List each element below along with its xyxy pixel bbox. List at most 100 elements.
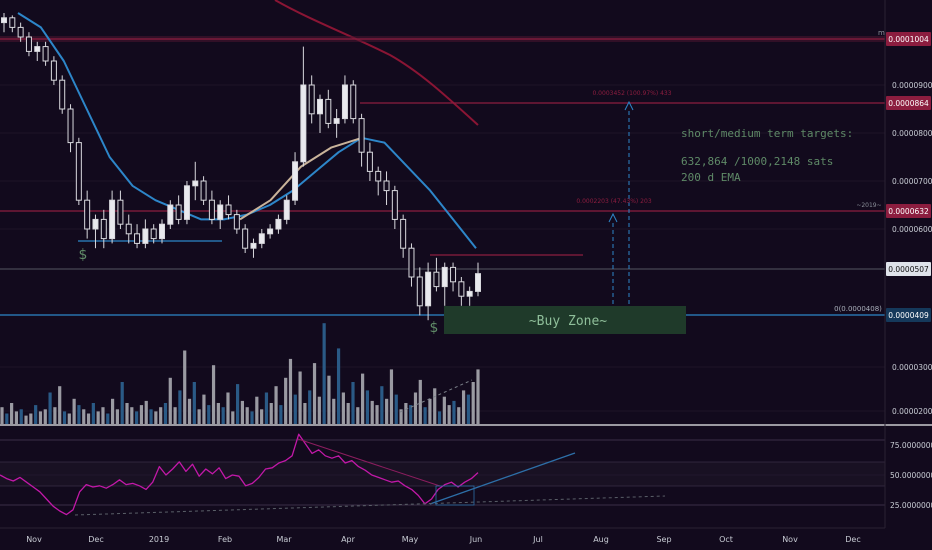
volume-bar bbox=[471, 382, 475, 424]
candle-body bbox=[1, 17, 7, 24]
volume-bar bbox=[159, 407, 163, 424]
rsi-series bbox=[0, 433, 479, 516]
volume-bar bbox=[437, 411, 442, 424]
volume-bar bbox=[53, 407, 57, 424]
volume-bar bbox=[361, 373, 365, 424]
volume-bar bbox=[332, 398, 336, 424]
rsi-trend-down bbox=[297, 438, 441, 487]
volume-bars bbox=[0, 323, 480, 424]
volume-bar bbox=[120, 382, 124, 424]
level-lines bbox=[0, 36, 885, 316]
volume-bar bbox=[466, 394, 470, 424]
volume-bar bbox=[168, 377, 172, 424]
volume-bar bbox=[125, 403, 129, 424]
candle-body bbox=[134, 233, 141, 244]
volume-bar bbox=[279, 405, 283, 424]
volume-bar bbox=[264, 392, 269, 424]
volume-bar bbox=[43, 409, 47, 424]
volume-bar bbox=[202, 394, 206, 424]
price-badges: 0.0001004 0.0000864 0.0000632 0.0000507 0.00… bbox=[886, 32, 931, 322]
volume-bar bbox=[423, 407, 427, 424]
candle-body bbox=[59, 79, 66, 110]
rsi-support-dashed bbox=[74, 495, 666, 516]
candle-body bbox=[308, 84, 315, 115]
target-arrows bbox=[612, 108, 630, 304]
candle-body bbox=[375, 170, 382, 182]
volume-bar bbox=[178, 390, 182, 424]
time-axis: Nov Dec 2019 Feb Mar Apr May Jun Jul Aug Sep Oct Nov… bbox=[26, 535, 861, 544]
candle-body bbox=[125, 223, 132, 235]
candle-body bbox=[441, 266, 448, 288]
candles bbox=[1, 13, 481, 321]
volume-bar bbox=[250, 411, 254, 424]
volume-bar bbox=[154, 411, 158, 424]
volume-bar bbox=[5, 413, 9, 424]
candle-body bbox=[84, 199, 91, 230]
volume-bar bbox=[106, 413, 110, 424]
rsi-tick-label: 75.0000000 bbox=[890, 441, 932, 450]
time-tick-label: Aug bbox=[593, 535, 609, 544]
volume-trend-line bbox=[399, 379, 473, 413]
buy-zone-box bbox=[444, 306, 686, 334]
level-2019-label: ~2019~ bbox=[856, 202, 881, 209]
volume-bar bbox=[452, 400, 456, 424]
volume-bar bbox=[14, 411, 19, 424]
volume-bar bbox=[260, 409, 264, 424]
candle-body bbox=[175, 204, 182, 220]
candle-body bbox=[9, 17, 16, 28]
volume-bar bbox=[67, 413, 71, 424]
candle-body bbox=[25, 36, 32, 52]
level-left-label: 0(0.0000408) bbox=[834, 305, 882, 313]
volume-bar bbox=[183, 350, 187, 424]
candle-body bbox=[292, 161, 299, 201]
volume-bar bbox=[404, 403, 408, 424]
volume-bar bbox=[375, 405, 379, 424]
volume-bar bbox=[86, 413, 91, 424]
volume-bar bbox=[82, 409, 86, 424]
candle-body bbox=[150, 228, 157, 240]
price-badge-label: 0.0000864 bbox=[888, 99, 929, 108]
candle-body bbox=[425, 271, 432, 307]
candle-body bbox=[117, 199, 124, 225]
volume-bar bbox=[308, 390, 312, 424]
volume-bar bbox=[91, 403, 95, 424]
candle-body bbox=[283, 199, 290, 220]
price-tick-label: 0.0000900 bbox=[892, 81, 932, 90]
price-badge-label: 0.0001004 bbox=[888, 35, 929, 44]
volume-bar bbox=[336, 348, 341, 424]
candle-body bbox=[208, 199, 215, 220]
volume-bar bbox=[457, 407, 461, 424]
buy-zone-label: ~Buy Zone~ bbox=[529, 314, 607, 329]
volume-bar bbox=[409, 405, 413, 424]
time-tick-label: Apr bbox=[341, 535, 356, 544]
volume-bar bbox=[173, 407, 177, 424]
rsi-tick-label: 50.0000000 bbox=[890, 471, 932, 480]
candle-body bbox=[159, 223, 165, 240]
time-tick-label: Dec bbox=[88, 535, 103, 544]
volume-bar bbox=[144, 400, 148, 424]
volume-bar bbox=[149, 409, 153, 424]
targets-title: short/medium term targets: bbox=[681, 127, 853, 140]
volume-bar bbox=[288, 358, 293, 424]
price-tick-label: 0.0000300 bbox=[892, 363, 932, 372]
candle-body bbox=[75, 142, 82, 201]
time-tick-label: Nov bbox=[26, 535, 42, 544]
volume-bar bbox=[72, 398, 76, 424]
volume-bar bbox=[245, 407, 249, 424]
time-tick-label: Jul bbox=[532, 535, 543, 544]
price-tick-label: 0.0000700 bbox=[892, 177, 932, 186]
volume-bar bbox=[322, 323, 326, 424]
volume-bar bbox=[240, 400, 245, 424]
volume-bar bbox=[10, 403, 14, 424]
volume-bar bbox=[442, 396, 446, 424]
candle-body bbox=[400, 218, 407, 249]
volume-bar bbox=[476, 369, 480, 424]
candle-body bbox=[450, 266, 457, 283]
volume-bar bbox=[447, 405, 451, 424]
time-tick-label: Jun bbox=[469, 535, 483, 544]
candle-body bbox=[333, 118, 340, 124]
candle-body bbox=[92, 218, 99, 230]
volume-bar bbox=[317, 396, 321, 424]
ema-200-line bbox=[274, 0, 479, 126]
